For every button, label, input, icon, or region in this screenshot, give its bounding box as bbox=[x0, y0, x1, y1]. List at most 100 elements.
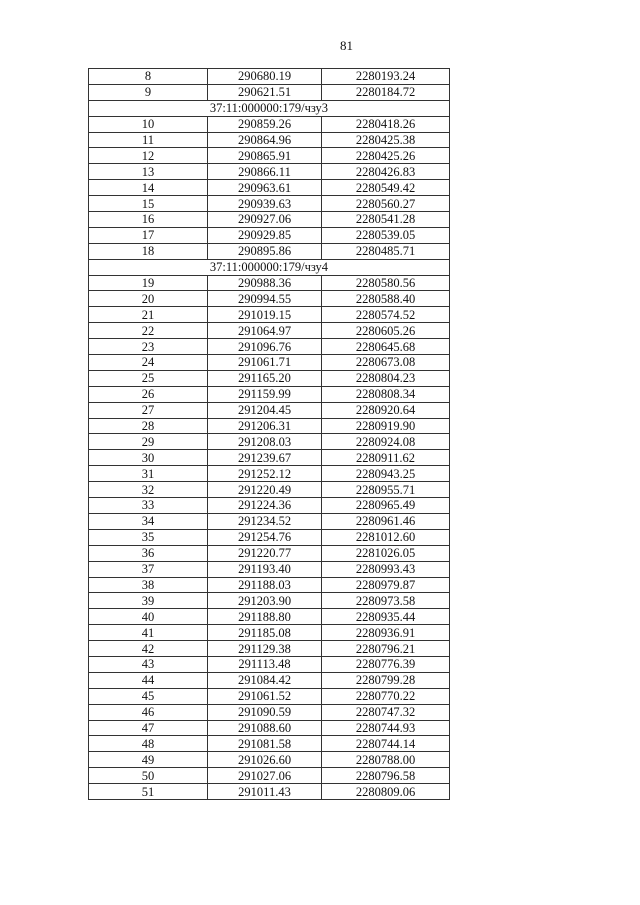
y-coordinate: 2280943.25 bbox=[321, 465, 450, 483]
table-row: 18 290895.86 2280485.71 bbox=[88, 242, 450, 260]
table-row: 23 291096.76 2280645.68 bbox=[88, 338, 450, 356]
y-coordinate: 2281012.60 bbox=[321, 528, 450, 546]
point-number: 12 bbox=[88, 147, 208, 165]
x-coordinate: 291234.52 bbox=[207, 512, 322, 530]
table-row: 30 291239.67 2280911.62 bbox=[88, 449, 450, 467]
point-number: 20 bbox=[88, 290, 208, 308]
table-row: 16 290927.06 2280541.28 bbox=[88, 211, 450, 228]
y-coordinate: 2280744.93 bbox=[321, 719, 450, 737]
table-row: 33 291224.36 2280965.49 bbox=[88, 497, 450, 514]
table-row: 34 291234.52 2280961.46 bbox=[88, 512, 450, 530]
x-coordinate: 291203.90 bbox=[207, 592, 322, 610]
table-row: 26 291159.99 2280808.34 bbox=[88, 385, 450, 403]
point-number: 15 bbox=[88, 195, 208, 213]
y-coordinate: 2280549.42 bbox=[321, 179, 450, 197]
x-coordinate: 291220.77 bbox=[207, 544, 322, 562]
x-coordinate: 290864.96 bbox=[207, 131, 322, 149]
x-coordinate: 291061.71 bbox=[207, 354, 322, 371]
y-coordinate: 2280911.62 bbox=[321, 449, 450, 467]
group-header: 37:11:000000:179/чзу3 bbox=[88, 99, 450, 117]
table-row: 10 290859.26 2280418.26 bbox=[88, 115, 450, 133]
x-coordinate: 291159.99 bbox=[207, 385, 322, 403]
y-coordinate: 2280924.08 bbox=[321, 433, 450, 451]
point-number: 49 bbox=[88, 751, 208, 769]
point-number: 31 bbox=[88, 465, 208, 483]
x-coordinate: 290621.51 bbox=[207, 83, 322, 101]
x-coordinate: 291204.45 bbox=[207, 401, 322, 419]
group-header-row: 37:11:000000:179/чзу3 bbox=[88, 99, 450, 117]
point-number: 38 bbox=[88, 576, 208, 594]
x-coordinate: 291113.48 bbox=[207, 655, 322, 673]
y-coordinate: 2280184.72 bbox=[321, 83, 450, 101]
point-number: 24 bbox=[88, 354, 208, 371]
point-number: 45 bbox=[88, 687, 208, 705]
x-coordinate: 291019.15 bbox=[207, 306, 322, 324]
x-coordinate: 291088.60 bbox=[207, 719, 322, 737]
x-coordinate: 291011.43 bbox=[207, 783, 322, 800]
y-coordinate: 2280744.14 bbox=[321, 735, 450, 753]
table-row: 13 290866.11 2280426.83 bbox=[88, 163, 450, 181]
table-row: 9 290621.51 2280184.72 bbox=[88, 83, 450, 101]
y-coordinate: 2280796.58 bbox=[321, 767, 450, 785]
point-number: 14 bbox=[88, 179, 208, 197]
y-coordinate: 2280919.90 bbox=[321, 417, 450, 435]
y-coordinate: 2280788.00 bbox=[321, 751, 450, 769]
page-number: 81 bbox=[340, 38, 353, 53]
table-row: 11 290864.96 2280425.38 bbox=[88, 131, 450, 149]
x-coordinate: 290866.11 bbox=[207, 163, 322, 181]
y-coordinate: 2280541.28 bbox=[321, 211, 450, 228]
x-coordinate: 291081.58 bbox=[207, 735, 322, 753]
table-row: 39 291203.90 2280973.58 bbox=[88, 592, 450, 610]
y-coordinate: 2280796.21 bbox=[321, 640, 450, 657]
point-number: 18 bbox=[88, 242, 208, 260]
table-row: 46 291090.59 2280747.32 bbox=[88, 703, 450, 721]
table-row: 48 291081.58 2280744.14 bbox=[88, 735, 450, 753]
table-row: 21 291019.15 2280574.52 bbox=[88, 306, 450, 324]
point-number: 34 bbox=[88, 512, 208, 530]
point-number: 30 bbox=[88, 449, 208, 467]
x-coordinate: 291193.40 bbox=[207, 560, 322, 578]
table-row: 27 291204.45 2280920.64 bbox=[88, 401, 450, 419]
x-coordinate: 291188.03 bbox=[207, 576, 322, 594]
table-row: 29 291208.03 2280924.08 bbox=[88, 433, 450, 451]
table-row: 19 290988.36 2280580.56 bbox=[88, 274, 450, 292]
table-row: 36 291220.77 2281026.05 bbox=[88, 544, 450, 562]
y-coordinate: 2280560.27 bbox=[321, 195, 450, 213]
x-coordinate: 291027.06 bbox=[207, 767, 322, 785]
table-row: 41 291185.08 2280936.91 bbox=[88, 624, 450, 642]
table-row: 47 291088.60 2280744.93 bbox=[88, 719, 450, 737]
table-row: 43 291113.48 2280776.39 bbox=[88, 655, 450, 673]
x-coordinate: 290988.36 bbox=[207, 274, 322, 292]
x-coordinate: 291254.76 bbox=[207, 528, 322, 546]
table-row: 8 290680.19 2280193.24 bbox=[88, 68, 450, 85]
y-coordinate: 2280979.87 bbox=[321, 576, 450, 594]
point-number: 35 bbox=[88, 528, 208, 546]
x-coordinate: 290939.63 bbox=[207, 195, 322, 213]
table-row: 25 291165.20 2280804.23 bbox=[88, 369, 450, 387]
x-coordinate: 290963.61 bbox=[207, 179, 322, 197]
y-coordinate: 2281026.05 bbox=[321, 544, 450, 562]
point-number: 50 bbox=[88, 767, 208, 785]
y-coordinate: 2280973.58 bbox=[321, 592, 450, 610]
y-coordinate: 2280426.83 bbox=[321, 163, 450, 181]
y-coordinate: 2280955.71 bbox=[321, 481, 450, 499]
table-row: 49 291026.60 2280788.00 bbox=[88, 751, 450, 769]
y-coordinate: 2280580.56 bbox=[321, 274, 450, 292]
x-coordinate: 291188.80 bbox=[207, 608, 322, 626]
table-row: 15 290939.63 2280560.27 bbox=[88, 195, 450, 213]
y-coordinate: 2280993.43 bbox=[321, 560, 450, 578]
point-number: 40 bbox=[88, 608, 208, 626]
x-coordinate: 291084.42 bbox=[207, 671, 322, 689]
table-row: 37 291193.40 2280993.43 bbox=[88, 560, 450, 578]
table-row: 38 291188.03 2280979.87 bbox=[88, 576, 450, 594]
point-number: 28 bbox=[88, 417, 208, 435]
x-coordinate: 291224.36 bbox=[207, 497, 322, 514]
table-row: 45 291061.52 2280770.22 bbox=[88, 687, 450, 705]
coordinates-table: 8 290680.19 2280193.24 9 290621.51 2280184.72… bbox=[88, 68, 450, 800]
y-coordinate: 2280808.34 bbox=[321, 385, 450, 403]
x-coordinate: 291220.49 bbox=[207, 481, 322, 499]
point-number: 10 bbox=[88, 115, 208, 133]
group-header-row: 37:11:000000:179/чзу4 bbox=[88, 258, 450, 276]
table-row: 12 290865.91 2280425.26 bbox=[88, 147, 450, 165]
y-coordinate: 2280425.26 bbox=[321, 147, 450, 165]
